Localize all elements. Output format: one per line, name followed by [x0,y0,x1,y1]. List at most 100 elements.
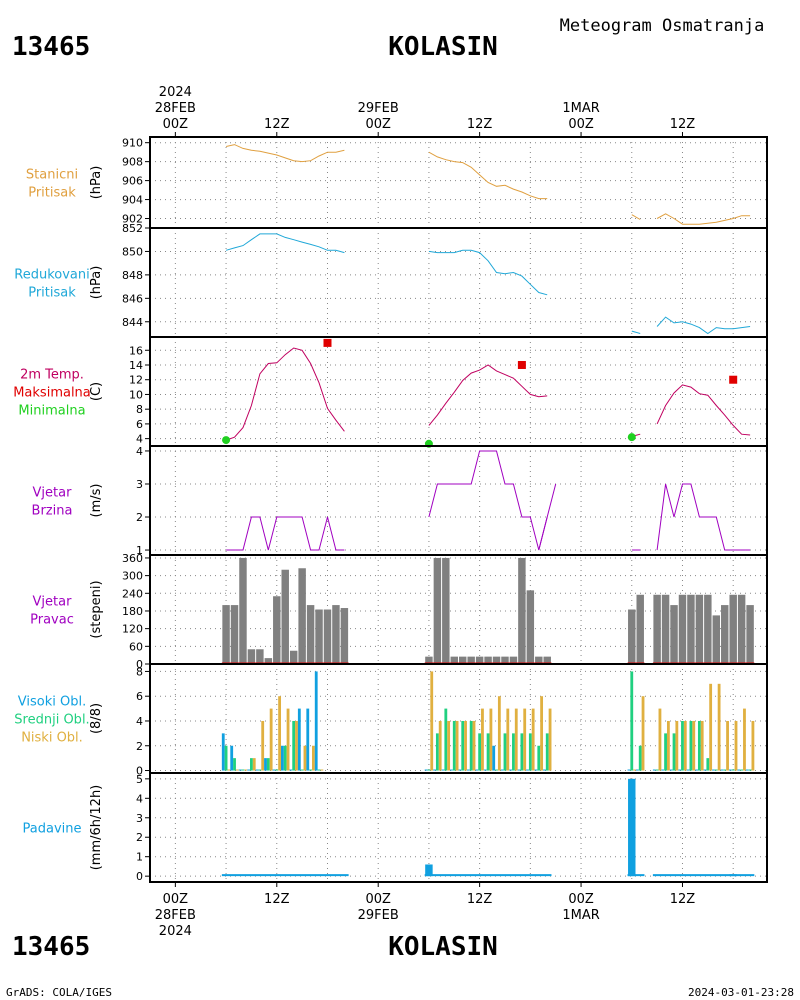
panel-station_pressure: 902 904 906 908 910 Stanicni Pritisak (hPa) [26,136,768,229]
time-label-bottom: 12Z [670,892,696,907]
station-name-top: KOLASIN [388,32,498,62]
panel-label: Srednji Obl. [14,713,89,728]
panel-frame [149,136,768,229]
footer-right: 2024-03-01-23:28 [688,986,794,999]
y-tick-label: 2 [136,511,143,524]
panel-frame [149,336,768,447]
y-tick-label: 2 [136,831,143,844]
wind-dir-bar [661,594,670,664]
cloud-bar-low [506,708,510,771]
wind-dir-bar [459,656,467,664]
panel-label: Pravac [30,613,74,628]
wind-dir-bar [484,656,492,664]
cloud-bar-high [686,769,690,771]
wind-dir-bar [653,594,661,664]
y-tick-label: 60 [129,640,143,653]
wind-dir-bar [526,590,535,664]
panel-reduced_pressure: 844 846 848 850 852 Redukovani Pritisak (hPa) [14,222,768,338]
cloud-bar-mid [672,733,676,771]
wind-dir-bar [704,594,712,664]
wind-dir-bar [273,596,281,664]
y-tick-label: 1 [136,544,143,557]
y-tick-label: 10 [129,388,143,401]
y-tick-label: 908 [122,156,143,169]
cloud-bar-mid [309,769,312,771]
wind-dir-bar [509,656,518,664]
cloud-bar-high [441,769,445,771]
cloud-bar-high [720,769,724,771]
cloud-bar-low [531,708,535,771]
cloud-bar-low [227,769,231,771]
panel-unit: (C) [89,382,104,401]
y-tick-label: 3 [136,812,143,825]
y-tick-label: 16 [129,344,143,357]
time-label-top: 2024 [159,85,192,100]
y-tick-label: 844 [122,316,143,329]
wind-dir-bar [492,656,501,664]
panel-frame [149,227,768,338]
y-tick-label: 852 [122,222,143,235]
y-tick-label: 5 [136,773,143,786]
cloud-bar-low [278,696,282,771]
cloud-bar-mid [435,733,439,771]
panel-wind_direction: 0 60 120 180 240 300 360 Vjetar Pravac (stepeni) [30,552,768,671]
cloud-bar-mid [731,769,735,771]
wind-dir-bar [298,568,306,664]
y-tick-label: 910 [122,137,143,150]
y-tick-label: 240 [122,587,143,600]
cloud-bar-mid [258,769,262,771]
wind-dir-bar [678,594,687,664]
panel-label: Maksimalna [13,386,91,401]
tmax-marker [517,360,526,369]
series-line [656,213,751,225]
cloud-bar-mid [266,758,270,771]
cloud-bar-high [289,769,293,771]
cloud-bar-low [683,720,687,771]
cloud-bar-high [247,769,251,771]
cloud-bar-high [433,769,436,771]
wind-dir-bar [721,605,729,664]
cloud-bar-mid [292,720,296,771]
wind-dir-bar [315,609,323,664]
cloud-bar-mid [706,758,710,771]
cloud-bar-low [633,769,636,771]
wind-dir-bar [230,605,239,664]
y-tick-label: 904 [122,194,143,207]
cloud-bar-high [712,769,715,771]
wind-dir-bar [636,594,644,664]
panel-label: Minimalna [18,404,85,419]
cloud-bar-low [252,758,256,771]
panel-label: Vjetar [33,486,73,501]
panel-clouds: 0 2 4 6 8 Visoki Obl. Srednji Obl. Niski Obl. (8… [14,663,768,778]
wind-dir-bar [306,605,315,664]
y-tick-label: 8 [136,665,143,678]
y-tick-label: 906 [122,175,143,188]
cloud-bar-low [734,720,738,771]
time-label-top: 28FEB [155,101,196,116]
cloud-bar-high [509,769,513,771]
panel-frame [149,772,768,883]
wind-dir-bar [247,649,256,664]
cloud-bar-low [489,708,493,771]
wind-dir-bar [695,594,704,664]
wind-dir-bar [543,656,551,664]
cloud-bar-high [526,769,529,771]
cloud-bar-low [700,720,704,771]
cloud-bar-high [424,769,428,771]
y-tick-label: 0 [136,765,143,778]
cloud-bar-high [661,769,665,771]
cloud-bar-low [709,683,713,771]
series-line [538,483,557,551]
series-line [225,347,345,441]
cloud-bar-low [751,720,755,771]
cloud-bar-high [652,769,656,771]
cloud-bar-mid [520,733,524,771]
wind-dir-bar [501,656,509,664]
cloud-bar-mid [638,745,642,771]
cloud-bar-mid [545,733,549,771]
cloud-bar-high [272,769,276,771]
cloud-bar-high [458,769,462,771]
cloud-bar-high [483,769,487,771]
panel-label: Pritisak [28,286,76,301]
